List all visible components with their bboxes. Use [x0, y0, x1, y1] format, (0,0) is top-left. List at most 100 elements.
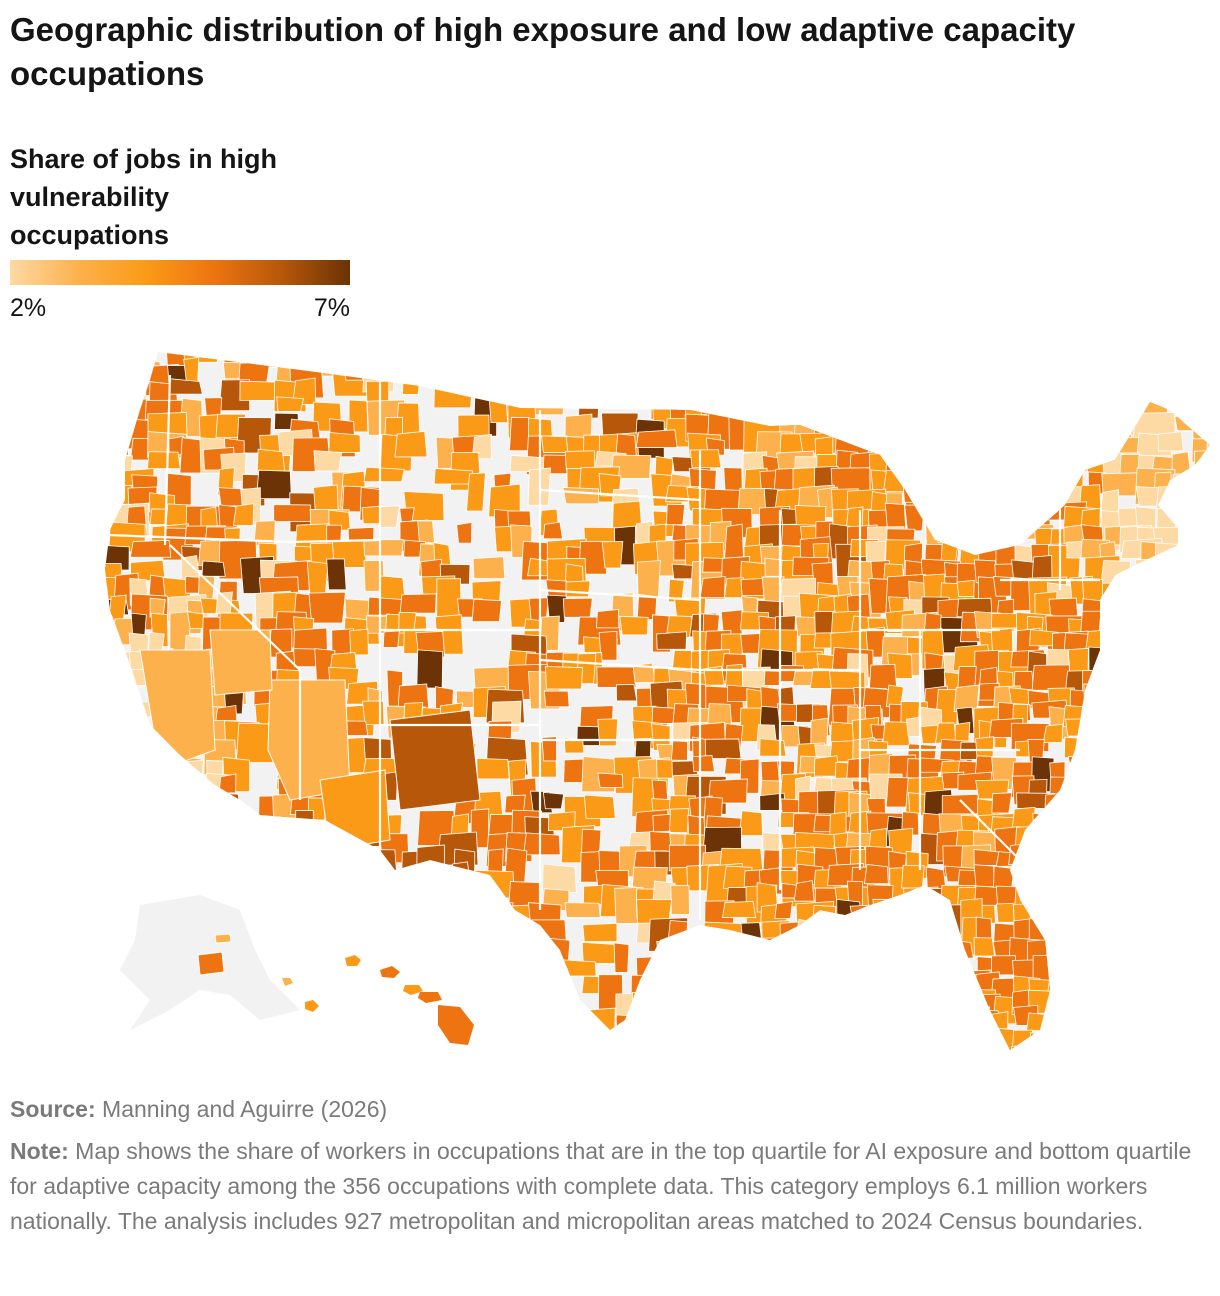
county-area — [1158, 382, 1198, 401]
county-area — [1170, 471, 1209, 507]
county-area — [883, 469, 918, 492]
county-area — [973, 937, 995, 957]
county-area — [1104, 971, 1145, 1001]
county-area — [1136, 1007, 1163, 1039]
county-area — [759, 988, 778, 1030]
county-area — [161, 1049, 181, 1050]
hawaii-island-5 — [282, 978, 293, 986]
county-area — [992, 352, 1028, 372]
county-area — [341, 862, 363, 883]
county-area — [151, 774, 183, 802]
county-area — [147, 451, 181, 470]
county-area — [812, 1006, 851, 1031]
county-area — [346, 974, 375, 1014]
county-area — [381, 1048, 412, 1050]
county-area — [277, 1046, 319, 1050]
county-area — [131, 808, 161, 839]
county-area — [704, 972, 725, 1007]
county-area — [656, 940, 675, 978]
county-area — [1175, 1025, 1194, 1050]
county-area — [865, 1007, 895, 1031]
county-area — [1116, 379, 1153, 409]
county-area — [542, 521, 563, 540]
county-area — [1088, 844, 1114, 864]
county-area — [241, 1062, 275, 1070]
county-area — [1176, 742, 1207, 765]
county-area — [812, 904, 837, 924]
county-area — [1123, 735, 1140, 763]
county-area — [291, 1027, 315, 1049]
county-area — [311, 1011, 353, 1048]
county-area — [1046, 937, 1082, 976]
county-area — [705, 956, 739, 984]
county-area — [456, 918, 498, 938]
county-area — [1191, 557, 1210, 601]
county-area — [1051, 845, 1089, 886]
county-area — [906, 1064, 944, 1070]
county-area — [470, 1010, 497, 1034]
county-area — [1078, 939, 1122, 963]
county-area — [456, 521, 473, 544]
county-area — [832, 953, 872, 980]
county-area — [851, 395, 880, 416]
county-area — [720, 366, 750, 388]
county-area — [921, 1009, 950, 1028]
county-area — [149, 1025, 185, 1050]
county-area — [1025, 352, 1052, 359]
county-area — [601, 352, 637, 366]
county-area — [630, 352, 650, 377]
county-area — [180, 827, 200, 851]
county-area — [903, 1011, 933, 1039]
county-area — [363, 849, 398, 878]
county-area — [848, 1067, 866, 1070]
footer: Source: Manning and Aguirre (2026) Note:… — [10, 1092, 1200, 1239]
county-area — [1065, 1061, 1093, 1070]
county-area — [1160, 1024, 1201, 1048]
county-area — [737, 1063, 772, 1070]
state-border-10 — [539, 588, 701, 602]
county-area — [1140, 1060, 1164, 1070]
county-area — [105, 880, 123, 907]
county-area — [399, 593, 437, 614]
county-area — [1177, 542, 1200, 566]
county-area — [1011, 361, 1038, 403]
county-area — [1123, 886, 1163, 915]
county-area — [527, 557, 550, 577]
county-area — [1081, 1044, 1117, 1050]
county-area — [724, 376, 761, 415]
county-area — [864, 394, 892, 430]
county-area — [1192, 743, 1210, 776]
county-area — [815, 975, 847, 1002]
county-area — [1067, 851, 1099, 879]
county-area — [1160, 740, 1183, 772]
county-area — [863, 863, 889, 885]
county-area — [707, 360, 742, 386]
county-area — [1155, 776, 1194, 815]
county-area — [1155, 700, 1196, 721]
county-area — [1026, 827, 1059, 845]
county-area — [1083, 921, 1123, 962]
county-area — [1174, 957, 1207, 975]
county-area — [1209, 736, 1210, 761]
county-area — [1081, 669, 1106, 711]
county-area — [1083, 868, 1114, 889]
county-area — [276, 396, 304, 412]
county-area — [168, 775, 187, 797]
county-area — [239, 380, 281, 401]
county-area — [954, 940, 974, 959]
county-area — [1150, 993, 1177, 1022]
county-area — [844, 363, 865, 395]
county-area — [1155, 917, 1182, 947]
county-area — [1212, 810, 1220, 846]
county-area — [115, 755, 152, 774]
county-area — [1070, 991, 1107, 1031]
county-area — [1116, 575, 1146, 595]
county-area — [450, 898, 468, 937]
county-area — [1172, 852, 1210, 889]
county-area — [615, 1014, 637, 1037]
county-area — [1097, 807, 1134, 835]
county-area — [309, 1062, 327, 1070]
county-area — [539, 954, 566, 995]
county-area — [600, 1063, 628, 1070]
county-area — [1052, 921, 1076, 941]
